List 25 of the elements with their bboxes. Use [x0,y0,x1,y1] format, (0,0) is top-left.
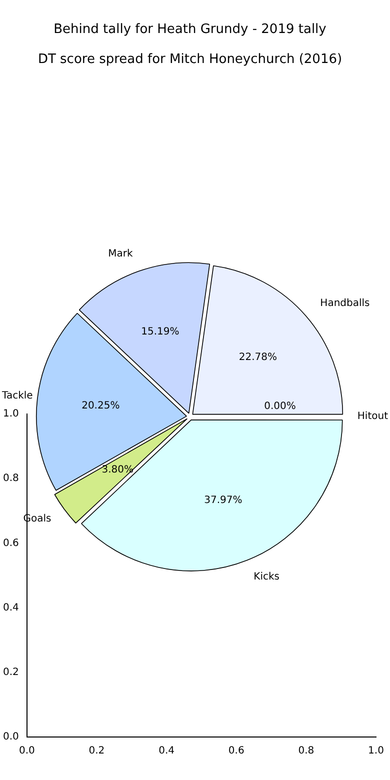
data-label: 20.25% [82,400,120,412]
chart-subtitle: DT score spread for Mitch Honeychurch (2016) [38,52,342,67]
data-label: 15.19% [141,326,180,338]
y-tick-label: 1.0 [2,408,19,420]
y-tick-label: 0.0 [2,732,19,743]
slice-label: Handballs [320,298,370,310]
x-tick-label: 0.2 [88,746,105,757]
x-tick-label: 1.0 [368,746,384,757]
y-tick-label: 0.8 [2,473,19,484]
category-label: Hitout [357,411,388,422]
slice-label: Tackle [0,390,33,402]
x-tick-label: 0.6 [228,746,244,757]
x-tick-label: 0.4 [158,746,174,757]
x-tick-label: 0.8 [298,746,314,757]
y-tick-label: 0.6 [2,538,19,549]
slice-label: Mark [108,248,134,260]
data-label: 22.78% [238,352,277,364]
y-tick-label: 0.4 [2,602,19,614]
chart-title: Behind tally for Heath Grundy - 2019 tally [54,22,327,38]
slice-label: Kicks [254,572,280,583]
y-tick-label: 0.2 [2,666,19,678]
x-tick-label: 0.0 [18,746,35,757]
data-label: 3.80% [102,464,134,476]
text: 0.00% [264,401,296,412]
data-label: 37.97% [204,494,242,506]
